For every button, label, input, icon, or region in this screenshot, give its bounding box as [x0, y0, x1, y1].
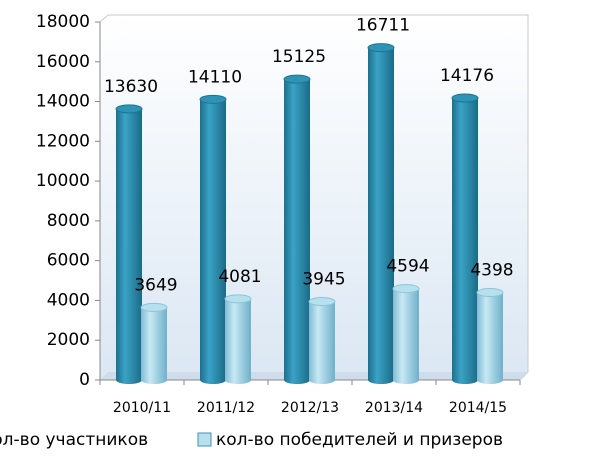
y-tick-label: 8000 — [47, 211, 90, 231]
data-label: 4081 — [218, 267, 261, 287]
x-tick-label: 2011/12 — [197, 400, 255, 416]
legend-label: кол-во победителей и призеров — [216, 430, 503, 450]
bar-base — [116, 376, 142, 384]
y-tick-label: 16000 — [36, 52, 90, 72]
data-label: 3945 — [302, 270, 345, 290]
y-tick-label: 4000 — [47, 290, 90, 310]
data-label: 3649 — [134, 275, 177, 295]
x-tick-label: 2013/14 — [365, 400, 423, 416]
bar — [141, 307, 167, 380]
bar-base — [200, 376, 226, 384]
data-label: 14176 — [440, 66, 494, 86]
bar-top — [392, 284, 420, 294]
bar-top — [140, 302, 168, 312]
bar — [393, 288, 419, 380]
bar — [368, 47, 394, 380]
bar-base — [141, 376, 167, 384]
bar-top — [283, 74, 311, 84]
bar — [452, 98, 478, 380]
bar-base — [225, 376, 251, 384]
bar-base — [284, 376, 310, 384]
bar-top — [199, 94, 227, 104]
bar-top — [451, 93, 479, 103]
y-tick-label: 2000 — [47, 330, 90, 350]
x-tick-label: 2012/13 — [281, 400, 339, 416]
bar-base — [368, 376, 394, 384]
bar-base — [309, 376, 335, 384]
bar — [200, 99, 226, 381]
bar-top — [367, 43, 395, 53]
y-tick-label: 18000 — [36, 12, 90, 32]
y-tick-label: 12000 — [36, 131, 90, 151]
bar-base — [452, 376, 478, 384]
data-label: 16711 — [356, 16, 410, 36]
y-tick-label: 0 — [79, 370, 90, 390]
legend-label: кол-во участников — [0, 430, 148, 450]
bar-top — [308, 297, 336, 307]
bar — [477, 292, 503, 380]
data-label: 4398 — [470, 261, 513, 281]
y-tick-label: 14000 — [36, 92, 90, 112]
y-tick-label: 6000 — [47, 251, 90, 271]
data-label: 13630 — [104, 77, 158, 97]
bar-base — [393, 376, 419, 384]
bar — [116, 108, 142, 381]
bar-top — [115, 104, 143, 114]
data-label: 4594 — [386, 257, 429, 277]
bar-top — [224, 294, 252, 304]
x-tick-label: 2010/11 — [113, 400, 171, 416]
bar-top — [476, 288, 504, 298]
legend-swatch — [197, 432, 212, 447]
y-tick-label: 10000 — [36, 171, 90, 191]
data-label: 15125 — [272, 47, 326, 67]
x-tick-label: 2014/15 — [449, 400, 507, 416]
bar — [225, 298, 251, 380]
bar — [309, 301, 335, 380]
bar-base — [477, 376, 503, 384]
bar — [284, 79, 310, 381]
data-label: 14110 — [188, 67, 242, 87]
